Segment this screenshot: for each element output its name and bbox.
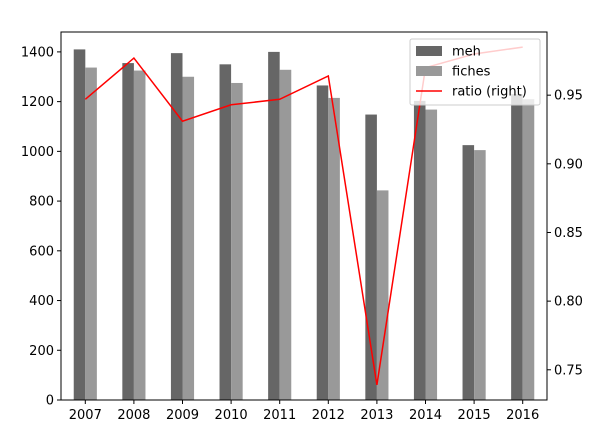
y-right-tick-label-0.95: 0.95 <box>554 89 583 104</box>
x-tick-label-2014: 2014 <box>409 408 442 423</box>
bar-fiches-2008 <box>133 70 146 401</box>
bar-meh-2015 <box>462 145 475 400</box>
y-left-tick-label-800: 800 <box>29 195 54 210</box>
legend-box <box>409 38 541 106</box>
bar-fiches-2009 <box>182 76 195 400</box>
bar-meh-2016 <box>511 94 523 400</box>
y-left-tick-label-1000: 1000 <box>21 145 54 160</box>
y-right-tick-label-0.80: 0.80 <box>554 295 583 310</box>
x-tick-label-2011: 2011 <box>263 408 296 423</box>
y-left-tick-label-0: 0 <box>46 394 54 409</box>
x-tick-label-2015: 2015 <box>458 408 491 423</box>
legend-swatch-meh <box>416 46 442 56</box>
bar-fiches-2014 <box>425 109 438 401</box>
legend: meh fiches ratio (right) <box>409 38 541 106</box>
bar-fiches-2007 <box>85 67 97 400</box>
bar-meh-2007 <box>73 49 86 401</box>
x-tick-label-2016: 2016 <box>506 408 539 423</box>
bar-meh-2014 <box>413 100 426 401</box>
x-tick-label-2008: 2008 <box>117 408 150 423</box>
plot-frame <box>60 31 548 401</box>
y-left-tick-label-1200: 1200 <box>21 95 54 110</box>
legend-label-ratio (right): ratio (right) <box>452 85 527 100</box>
y-axis-left: 0 200 400 600 800 1000 1200 1400 <box>21 45 61 409</box>
bar-fiches-2010 <box>231 82 243 401</box>
y-right-tick-label-0.85: 0.85 <box>554 226 583 241</box>
bar-meh-2008 <box>122 63 134 400</box>
legend-label-fiches: fiches <box>452 65 491 80</box>
bar-fiches-2016 <box>522 99 535 400</box>
bar-meh-2012 <box>316 85 329 400</box>
y-right-tick-label-0.75: 0.75 <box>554 363 583 378</box>
y-left-tick-label-600: 600 <box>29 244 54 259</box>
legend-swatch-fiches <box>416 66 442 76</box>
x-tick-label-2009: 2009 <box>166 408 199 423</box>
bar-meh-2011 <box>268 51 280 400</box>
bar-meh-2009 <box>170 53 183 401</box>
x-axis: 2007 2008 2009 2010 2011 2012 2013 2014 2015 2016 <box>69 400 539 423</box>
bar-fiches-2015 <box>474 150 486 400</box>
y-left-tick-label-400: 400 <box>29 294 54 309</box>
y-left-tick-label-1400: 1400 <box>21 45 54 60</box>
x-tick-label-2010: 2010 <box>215 408 248 423</box>
legend-label-meh: meh <box>452 45 481 60</box>
bar-fiches-2012 <box>328 97 340 400</box>
bar-fiches-2013 <box>376 190 389 400</box>
bar-fiches-2011 <box>279 69 292 401</box>
x-tick-label-2013: 2013 <box>360 408 393 423</box>
y-left-tick-label-200: 200 <box>29 344 54 359</box>
bars-layer <box>73 49 535 401</box>
bar-meh-2013 <box>365 114 377 400</box>
bar-meh-2010 <box>219 64 232 400</box>
x-tick-label-2012: 2012 <box>312 408 345 423</box>
x-tick-label-2007: 2007 <box>69 408 102 423</box>
y-right-tick-label-0.90: 0.90 <box>554 157 583 172</box>
y-axis-right: 0.75 0.80 0.85 0.90 0.95 <box>547 89 583 378</box>
